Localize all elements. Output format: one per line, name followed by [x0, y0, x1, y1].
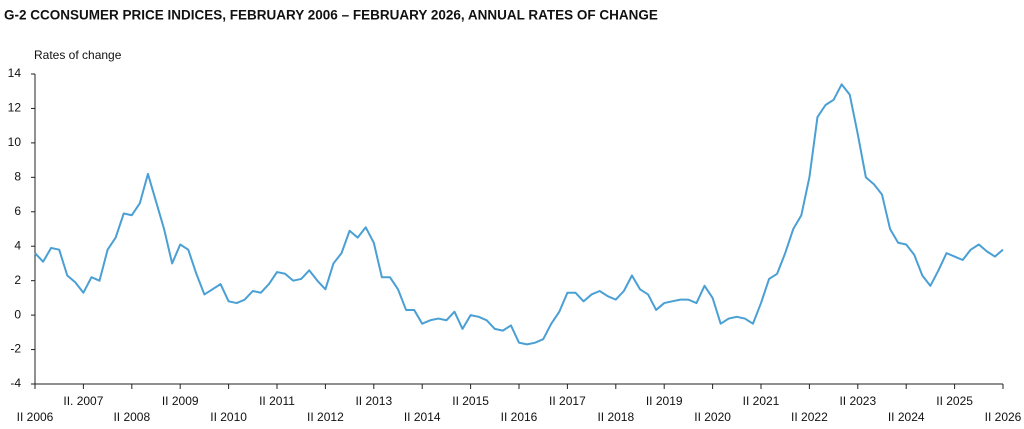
x-tick-label: II 2016 — [501, 410, 538, 424]
data-line — [34, 83, 1004, 346]
x-tick-label: II 2015 — [452, 394, 489, 408]
x-tick-label: II 2014 — [404, 410, 441, 424]
x-tick-label: II 2008 — [113, 410, 150, 424]
y-tick-label: 10 — [8, 135, 22, 149]
x-tick-label: II 2011 — [259, 394, 295, 408]
y-tick-label: -4 — [10, 376, 21, 390]
x-tick-label: II 2024 — [888, 410, 925, 424]
x-tick-label: II 2009 — [162, 394, 199, 408]
x-tick-label: II 2019 — [646, 394, 683, 408]
x-tick-label: II 2022 — [791, 410, 828, 424]
x-tick-label: II 2006 — [17, 410, 54, 424]
y-tick-label: 14 — [8, 66, 22, 80]
x-tick-label: II 2013 — [355, 394, 392, 408]
x-tick-label: II. 2007 — [63, 394, 103, 408]
x-tick-label: II 2023 — [839, 394, 876, 408]
chart-title: G-2 CCONSUMER PRICE INDICES, FEBRUARY 20… — [4, 8, 658, 23]
x-tick-label: II 2025 — [936, 394, 973, 408]
y-tick-label: 6 — [14, 204, 21, 218]
y-tick-label: 8 — [14, 170, 21, 184]
x-tick-label: II 2010 — [210, 410, 247, 424]
y-axis-label: Rates of change — [34, 48, 122, 62]
y-tick-label: 4 — [14, 238, 21, 252]
x-tick-label: II 2018 — [597, 410, 634, 424]
y-tick-label: 12 — [8, 101, 22, 115]
y-tick-label: -2 — [10, 342, 21, 356]
y-tick-label: 2 — [14, 273, 21, 287]
y-tick-label: 0 — [14, 307, 21, 321]
x-tick-label: II 2021 — [743, 394, 780, 408]
x-tick-label: II 2020 — [694, 410, 731, 424]
x-tick-label: II 2012 — [307, 410, 344, 424]
x-tick-label: II 2017 — [549, 394, 586, 408]
x-tick-label: II 2026 — [985, 410, 1022, 424]
